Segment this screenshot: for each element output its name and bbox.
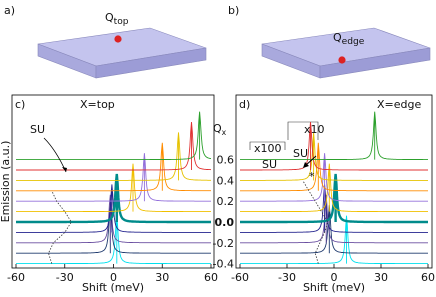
panel-label: c) — [15, 98, 25, 111]
spectrum-trace — [16, 111, 212, 161]
x-tick-label: 60 — [204, 271, 218, 284]
point-label-sub: top — [114, 17, 129, 27]
spectrum-trace — [240, 163, 428, 213]
annotation: x10 — [304, 123, 325, 136]
x-tick-label: 30 — [374, 271, 388, 284]
x-tick-label: 60 — [421, 271, 435, 284]
su-trace — [48, 190, 72, 264]
x-tick-label: -30 — [278, 271, 296, 284]
spectrum-trace — [16, 142, 211, 192]
su-arrow — [43, 137, 67, 173]
x-tick-label: 30 — [155, 271, 169, 284]
spectrum-trace — [240, 153, 428, 202]
spectrum-trace — [240, 121, 428, 171]
panel-label: d) — [239, 98, 250, 111]
spectrum-trace — [16, 163, 211, 213]
panel-label: b) — [228, 4, 239, 17]
spectrum-trace — [240, 111, 428, 161]
annotation: SU — [293, 147, 308, 160]
spectrum-trace — [240, 142, 428, 192]
x-tick-label: -60 — [231, 271, 249, 284]
q-axis-title-sub: x — [222, 128, 227, 137]
spectrum-trace — [240, 215, 428, 265]
q-tick-label: 0.2 — [217, 195, 235, 208]
point-label-main: Q — [333, 31, 342, 44]
spectrum-trace — [240, 173, 428, 224]
q-tick-label: -0.4 — [213, 258, 234, 271]
spectrum-trace — [16, 153, 211, 202]
slab-b — [261, 27, 431, 79]
x-tick-label: 0 — [110, 271, 117, 284]
slab-a — [37, 27, 207, 79]
plot-frame — [11, 94, 215, 269]
annotation: * — [309, 170, 315, 183]
annotation: SU — [262, 158, 277, 171]
y-axis-title: Emission (a.u.) — [0, 141, 12, 223]
point-label-sub: edge — [342, 37, 365, 47]
q-tick-label: 0.0 — [215, 216, 235, 229]
point-label: Qedge — [333, 31, 365, 47]
x-tick-label: 0 — [331, 271, 338, 284]
q-tick-label: 0.6 — [217, 154, 235, 167]
annotation: X=top — [80, 98, 115, 111]
q-tick-label: -0.2 — [213, 237, 234, 250]
spectrum-trace — [240, 205, 428, 254]
spectrum-trace — [240, 132, 428, 181]
q-axis-title: Qx — [213, 122, 227, 137]
spectrum-trace — [16, 173, 211, 224]
x-tick-label: -30 — [56, 271, 74, 284]
point-label-main: Q — [105, 11, 114, 24]
panel-label: a) — [4, 4, 15, 17]
q-tick-label: 0.4 — [217, 174, 235, 187]
x-tick-label: -60 — [7, 271, 25, 284]
inset-frames — [249, 121, 319, 150]
x-axis-title: Shift (meV) — [82, 281, 144, 294]
spectrum-trace — [16, 121, 212, 171]
edge-arrowhead — [303, 162, 309, 168]
annotation: x100 — [254, 142, 282, 155]
point-label: Qtop — [105, 11, 129, 27]
x-axis-title: Shift (meV) — [303, 281, 365, 294]
spectrum-trace — [16, 132, 211, 181]
annotation: SU — [30, 123, 45, 136]
su-arrowhead — [62, 167, 67, 172]
annotation: X=edge — [377, 98, 421, 111]
q-axis-title-main: Q — [213, 122, 222, 135]
